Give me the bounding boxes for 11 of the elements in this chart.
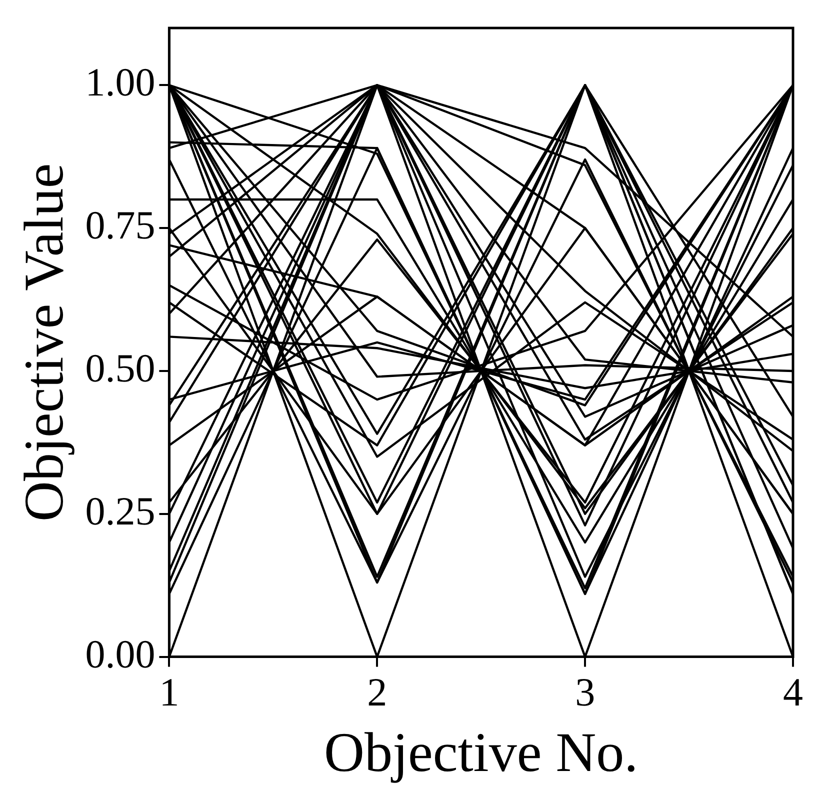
x-axis-title: Objective No. [324,722,638,784]
y-tick-label: 1.00 [85,60,156,105]
x-tick-label: 3 [575,669,596,714]
x-tick-label: 4 [783,669,803,714]
y-tick-label: 0.00 [85,631,156,676]
y-tick-label: 0.75 [85,202,156,248]
y-tick-label: 0.25 [85,488,156,534]
y-axis-title: Objective Value [13,163,76,522]
x-tick-label: 1 [159,669,180,714]
x-tick-label: 2 [367,669,388,714]
y-tick-label: 0.50 [85,345,156,390]
